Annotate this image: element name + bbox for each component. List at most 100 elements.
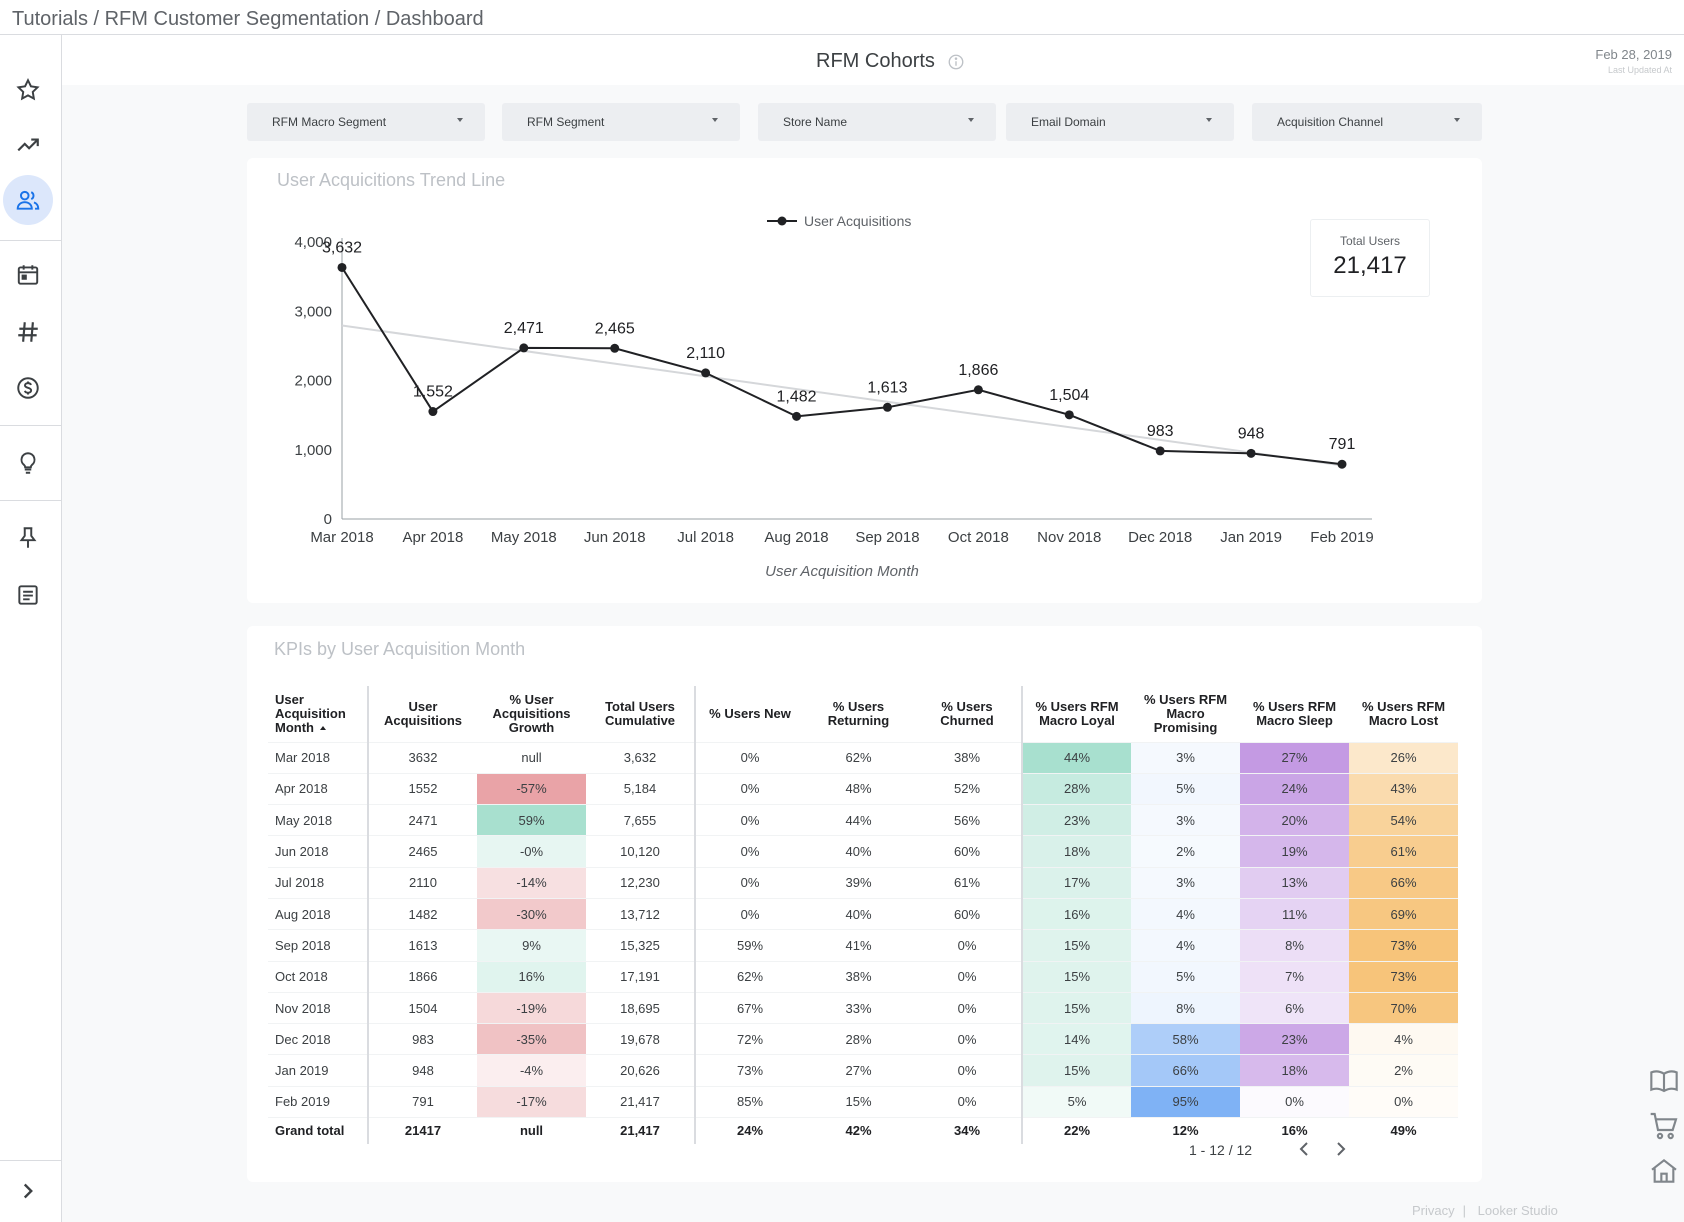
table-row[interactable]: Feb 2019 791 -17% 21,417 85% 15% 0% 5% 95% 0% 0% [268,1085,1458,1118]
x-tick-label: Dec 2018 [1128,529,1192,546]
table-cell: 44% [1021,741,1131,774]
header-col-promising[interactable]: % Users RFM Macro Promising [1143,691,1228,735]
header-col-growth[interactable]: % User Acquisitions Growth [492,691,571,735]
trending-up-icon[interactable] [3,120,53,170]
home-icon[interactable] [1648,1155,1680,1187]
looker-studio-link[interactable]: Looker Studio [1477,1203,1558,1218]
dropdown-caret-icon [457,118,463,122]
document-icon[interactable] [3,570,53,620]
table-cell: 22% [1021,1117,1131,1144]
dropdown-caret-icon [968,118,974,122]
dollar-icon[interactable] [3,363,53,413]
header-col-churned[interactable]: % Users Churned [940,698,994,728]
x-tick-label: May 2018 [491,529,557,546]
filter-rfm-segment[interactable]: RFM Segment [502,103,740,141]
table-cell: 72% [694,1023,804,1055]
table-cell: Nov 2018 [268,991,368,1024]
header-col-month[interactable]: User Acquisition Month [275,691,346,735]
filter-email-domain[interactable]: Email Domain [1006,103,1234,141]
table-cell: 59% [694,929,804,962]
chevron-right-icon[interactable] [1329,1137,1353,1161]
filter-store-name[interactable]: Store Name [758,103,996,141]
table-cell: 73% [1349,929,1458,962]
table-row[interactable]: Mar 2018 3632 null 3,632 0% 62% 38% 44% 3% 27% 26% [268,741,1458,774]
table-cell: 12% [1131,1117,1240,1144]
chevron-right-icon[interactable] [3,1166,53,1216]
table-cell: 3632 [367,741,477,774]
filter-rfm-macro-segment[interactable]: RFM Macro Segment [247,103,485,141]
data-point [519,343,529,353]
sidebar-divider [0,1160,62,1161]
grand-total-row[interactable]: Grand total 21417 null 21,417 24% 42% 34% 22% 12… [268,1117,1458,1144]
book-icon[interactable] [1648,1065,1680,1097]
privacy-link[interactable]: Privacy [1412,1203,1455,1218]
header-col-lost[interactable]: % Users RFM Macro Lost [1361,698,1446,728]
calendar-icon[interactable] [3,250,53,300]
table-cell: Jul 2018 [268,866,368,899]
sidebar-divider [0,500,62,501]
cart-icon[interactable] [1648,1110,1680,1142]
top-bar: Tutorials / RFM Customer Segmentation / … [0,0,1684,35]
table-cell: 13,712 [586,897,695,930]
table-row[interactable]: Aug 2018 1482 -30% 13,712 0% 40% 60% 16% 4% 11% 69… [268,897,1458,930]
table-cell: Apr 2018 [268,772,368,805]
table-cell: 60% [913,897,1022,930]
table-cell: 12,230 [586,866,695,899]
table-row[interactable]: May 2018 2471 59% 7,655 0% 44% 56% 23% 3% 20% 54% [268,804,1458,836]
table-cell: -19% [477,991,586,1024]
table-cell: 27% [1240,741,1349,774]
total-users-scorecard: Total Users 21,417 [1310,219,1430,297]
header-col-cumulative[interactable]: Total Users Cumulative [604,698,676,728]
footer-links: Privacy | Looker Studio [1412,1203,1558,1218]
table-cell: -4% [477,1054,586,1087]
table-cell: 26% [1349,741,1458,774]
table-row[interactable]: Jan 2019 948 -4% 20,626 73% 27% 0% 15% 66% 18% 2% [268,1054,1458,1087]
table-row[interactable]: Dec 2018 983 -35% 19,678 72% 28% 0% 14% 58% 23% 4% [268,1023,1458,1055]
table-cell: -17% [477,1085,586,1118]
table-cell: 15% [1021,1054,1131,1087]
table-cell: 9% [477,929,586,962]
filter-label: RFM Macro Segment [272,115,387,129]
data-point [428,407,438,417]
table-cell: null [477,741,586,774]
dropdown-caret-icon [1454,118,1460,122]
table-cell: 20% [1240,804,1349,836]
header-col-loyal[interactable]: % Users RFM Macro Loyal [1021,686,1131,742]
data-label: 1,613 [867,379,907,396]
table-row[interactable]: Jul 2018 2110 -14% 12,230 0% 39% 61% 17% 3% 13% 66… [268,866,1458,899]
chart-title: User Acquicitions Trend Line [277,170,506,190]
table-row[interactable]: Oct 2018 1866 16% 17,191 62% 38% 0% 15% 5% 7% 73% [268,960,1458,993]
breadcrumb[interactable]: Tutorials / RFM Customer Segmentation / … [12,8,484,30]
table-cell: 18,695 [586,991,695,1024]
x-tick-label: Jan 2019 [1220,529,1282,546]
data-label: 3,632 [322,239,362,256]
table-cell: 5% [1131,960,1240,993]
table-cell: 54% [1349,804,1458,836]
star-icon[interactable] [3,65,53,115]
header-col-acquisitions[interactable]: User Acquisitions [367,686,477,742]
hash-icon[interactable] [3,307,53,357]
table-row[interactable]: Jun 2018 2465 -0% 10,120 0% 40% 60% 18% 2% 19% 61% [268,835,1458,868]
lightbulb-icon[interactable] [3,438,53,488]
info-icon[interactable] [947,53,965,71]
people-icon[interactable] [3,175,53,225]
table-cell: 18% [1240,1054,1349,1087]
table-cell: 5% [1131,772,1240,805]
table-cell: 5% [1021,1085,1131,1118]
pin-icon[interactable] [3,513,53,563]
chevron-left-icon[interactable] [1292,1137,1316,1161]
header-col-sleep[interactable]: % Users RFM Macro Sleep [1252,698,1337,728]
table-cell: 33% [804,991,913,1024]
filter-acquisition-channel[interactable]: Acquisition Channel [1252,103,1482,141]
header-col-returning[interactable]: % Users Returning [827,698,890,728]
pagination-label: 1 - 12 / 12 [1189,1142,1253,1158]
header-col-new[interactable]: % Users New [694,686,804,742]
table-cell: 7,655 [586,804,695,836]
table-row[interactable]: Apr 2018 1552 -57% 5,184 0% 48% 52% 28% 5% 24% 43% [268,772,1458,805]
report-header: RFM Cohorts Feb 28, 2019 Last Updated At [62,35,1684,85]
table-row[interactable]: Nov 2018 1504 -19% 18,695 67% 33% 0% 15% 8% 6% 70% [268,991,1458,1024]
table-cell: 95% [1131,1085,1240,1118]
table-cell: -35% [477,1023,586,1055]
table-cell: 14% [1021,1023,1131,1055]
table-row[interactable]: Sep 2018 1613 9% 15,325 59% 41% 0% 15% 4% 8% 73% [268,929,1458,962]
